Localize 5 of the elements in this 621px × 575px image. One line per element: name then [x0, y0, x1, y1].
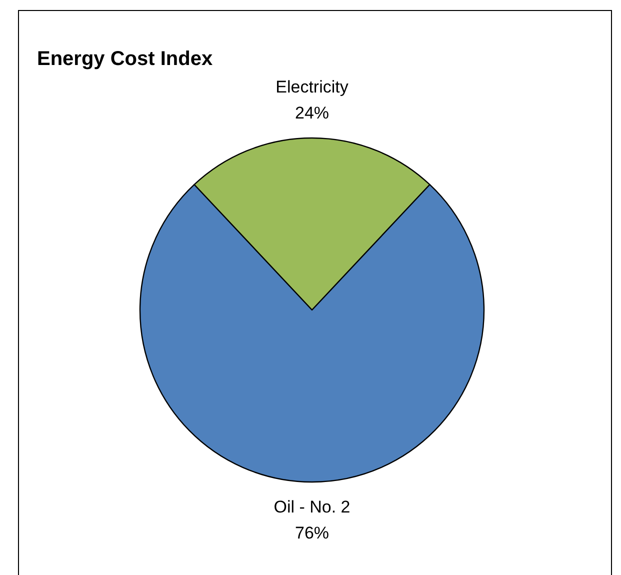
chart-title: Energy Cost Index	[37, 48, 213, 70]
data-label: 76%	[294, 524, 330, 542]
slice-label: Electricity	[276, 78, 349, 96]
slice-label: Oil - No. 2	[274, 498, 350, 516]
data-label: 24%	[294, 104, 330, 122]
